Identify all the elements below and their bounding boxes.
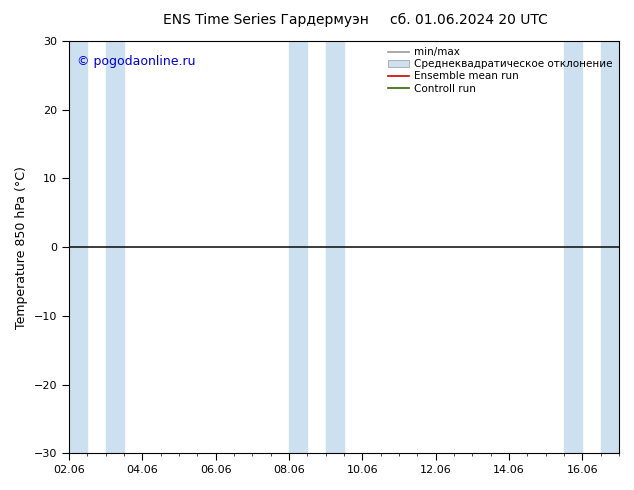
Y-axis label: Temperature 850 hPa (°C): Temperature 850 hPa (°C): [15, 166, 28, 329]
Bar: [600, 41, 619, 453]
Bar: [69, 41, 87, 453]
Bar: [105, 41, 124, 453]
Bar: [326, 41, 344, 453]
Text: сб. 01.06.2024 20 UTC: сб. 01.06.2024 20 UTC: [390, 13, 548, 27]
Text: ENS Time Series Гардермуэн: ENS Time Series Гардермуэн: [164, 13, 369, 27]
Bar: [564, 41, 582, 453]
Text: © pogodaonline.ru: © pogodaonline.ru: [77, 55, 196, 69]
Legend: min/max, Среднеквадратическое отклонение, Ensemble mean run, Controll run: min/max, Среднеквадратическое отклонение…: [384, 43, 617, 98]
Bar: [289, 41, 307, 453]
